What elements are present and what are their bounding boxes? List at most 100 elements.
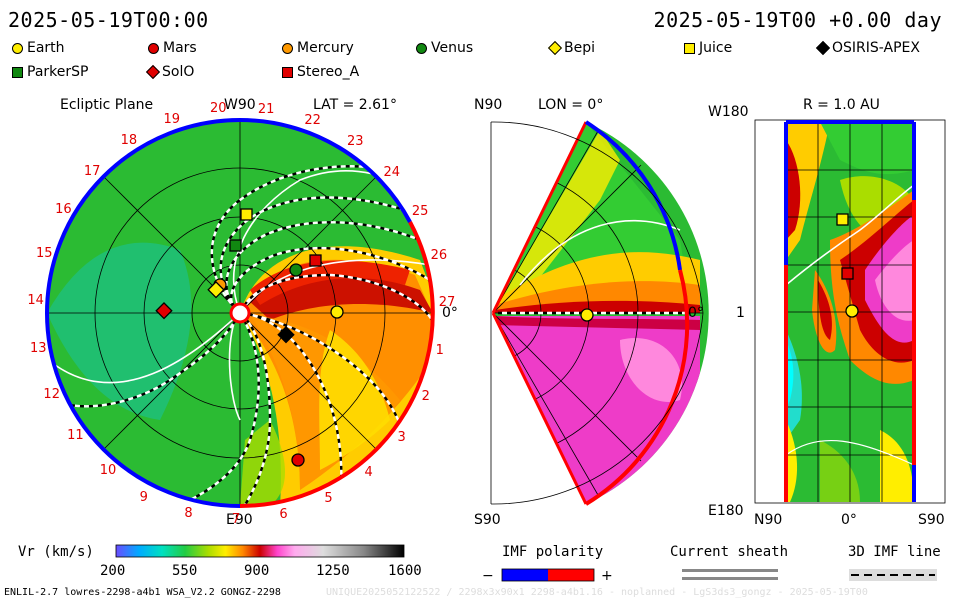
legend-item-parkersp: ParkerSP xyxy=(12,64,88,80)
legend-item-mercury: Mercury xyxy=(282,40,354,56)
ecliptic-lat: LAT = 2.61° xyxy=(313,97,397,113)
circle-marker-icon xyxy=(148,42,159,54)
bepi-marker xyxy=(207,281,225,299)
ecliptic-right-label: 0° xyxy=(442,305,458,321)
legend-label: Stereo_A xyxy=(297,64,360,80)
carrington-label-2: 2 xyxy=(421,388,430,404)
ecliptic-top-label: W90 xyxy=(224,97,256,113)
carrington-label-14: 14 xyxy=(27,292,44,308)
colorbar-tick: 1600 xyxy=(388,563,422,579)
legend-label: ParkerSP xyxy=(27,64,89,80)
radial-top-left: W180 xyxy=(708,104,749,120)
colorbar-tick: 200 xyxy=(100,563,126,579)
legend-label: SolO xyxy=(162,64,195,80)
carrington-label-16: 16 xyxy=(55,202,72,218)
radial-x-left: N90 xyxy=(754,512,783,528)
meridional-panel xyxy=(490,120,709,506)
osiris-apex-marker xyxy=(277,326,295,344)
footer-left: ENLIL-2.7 lowres-2298-a4b1 WSA_V2.2 GONG… xyxy=(4,587,281,598)
carrington-label-19: 19 xyxy=(163,112,180,128)
earth-marker-meridional xyxy=(580,308,594,322)
carrington-label-7: 7 xyxy=(231,511,241,527)
juice-marker-radial xyxy=(836,213,849,226)
carrington-label-17: 17 xyxy=(83,163,101,179)
legend-label: Mars xyxy=(163,40,197,56)
radial-x-right: S90 xyxy=(918,512,945,528)
carrington-label-11: 11 xyxy=(67,428,84,444)
mars-marker xyxy=(291,453,305,467)
circle-marker-icon xyxy=(282,42,293,54)
radial-x-mid: 0° xyxy=(841,512,857,528)
carrington-label-8: 8 xyxy=(184,506,193,522)
carrington-label-6: 6 xyxy=(279,506,288,522)
imf-polarity-title: IMF polarity xyxy=(502,544,604,560)
radial-title: R = 1.0 AU xyxy=(803,97,880,113)
legend-label: Venus xyxy=(431,40,474,56)
ecliptic-title: Ecliptic Plane xyxy=(60,97,154,113)
carrington-label-9: 9 xyxy=(139,489,148,505)
legend-label: Bepi xyxy=(564,40,595,56)
ecliptic-bottom-label: E90 xyxy=(226,512,253,528)
timestamp-left: 2025-05-19T00:00 xyxy=(8,8,209,32)
meridional-bottom-label: S90 xyxy=(474,512,501,528)
carrington-label-21: 21 xyxy=(257,101,275,117)
radial-panel xyxy=(754,119,946,504)
colorbar-tick: 900 xyxy=(244,563,270,579)
imf-line-swatch xyxy=(849,569,937,581)
carrington-label-22: 22 xyxy=(304,112,321,128)
earth-marker xyxy=(330,305,344,319)
carrington-label-27: 27 xyxy=(438,295,456,311)
imf-polarity-bar xyxy=(501,568,595,582)
carrington-label-18: 18 xyxy=(120,133,138,149)
legend-item-juice: Juice xyxy=(684,40,732,56)
velocity-colorbar xyxy=(115,544,405,558)
meridional-top-label: N90 xyxy=(474,97,503,113)
solo-marker xyxy=(155,302,173,320)
ecliptic-panel xyxy=(45,118,435,508)
parkersp-marker xyxy=(229,239,242,252)
legend-item-bepi: Bepi xyxy=(547,40,595,56)
stereo-a-marker-radial xyxy=(841,267,854,280)
legend-item-osiris-apex: OSIRIS-APEX xyxy=(815,40,920,56)
carrington-label-15: 15 xyxy=(35,245,53,261)
square-marker-icon xyxy=(684,42,695,54)
current-sheath-title: Current sheath xyxy=(670,544,789,560)
legend-item-venus: Venus xyxy=(416,40,473,56)
carrington-label-10: 10 xyxy=(99,463,117,479)
footer-right: UNIQUE2025052122522 / 2298x3x90x1 2298-a… xyxy=(326,587,868,598)
current-sheath-swatch xyxy=(682,569,778,580)
timestamp-right: 2025-05-19T00 +0.00 day xyxy=(653,8,942,32)
carrington-label-13: 13 xyxy=(29,340,47,356)
carrington-label-3: 3 xyxy=(397,429,406,445)
colorbar-tick: 550 xyxy=(172,563,198,579)
square-marker-icon xyxy=(282,66,293,78)
imf-line-title: 3D IMF line xyxy=(848,544,941,560)
imf-minus: − xyxy=(482,568,494,584)
meridional-title: LON = 0° xyxy=(538,97,604,113)
carrington-label-23: 23 xyxy=(346,134,364,150)
legend-label: Mercury xyxy=(297,40,354,56)
legend-item-solo: SolO xyxy=(145,64,195,80)
carrington-label-20: 20 xyxy=(210,101,227,117)
venus-marker xyxy=(289,263,303,277)
radial-mid-left: 1 xyxy=(736,305,745,321)
square-marker-icon xyxy=(12,66,23,78)
radial-bottom-left: E180 xyxy=(708,503,744,519)
carrington-label-26: 26 xyxy=(430,247,448,263)
stereo-a-marker xyxy=(309,254,322,267)
legend-item-stereo-a: Stereo_A xyxy=(282,64,359,80)
circle-marker-icon xyxy=(416,42,427,54)
carrington-label-4: 4 xyxy=(364,464,373,480)
legend-label: Juice xyxy=(699,40,733,56)
carrington-label-1: 1 xyxy=(435,342,444,358)
legend-item-mars: Mars xyxy=(148,40,197,56)
carrington-label-25: 25 xyxy=(411,203,429,219)
meridional-right-label: 0° xyxy=(688,305,704,321)
colorbar-tick: 1250 xyxy=(316,563,350,579)
earth-marker-radial xyxy=(845,304,859,318)
legend-label: Earth xyxy=(27,40,65,56)
legend-item-earth: Earth xyxy=(12,40,65,56)
imf-plus: + xyxy=(601,568,613,584)
carrington-label-12: 12 xyxy=(43,386,60,402)
